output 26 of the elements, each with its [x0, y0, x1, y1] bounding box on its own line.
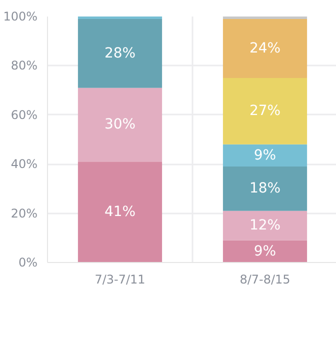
bar — [78, 162, 162, 262]
bar — [222, 166, 308, 211]
data-label: 41% — [104, 204, 136, 220]
y-tick-label: 0% — [18, 256, 38, 270]
bar — [222, 144, 308, 167]
bar — [222, 78, 308, 144]
data-label: 24% — [249, 40, 281, 56]
y-tick-label: 20% — [10, 206, 38, 220]
bar — [222, 18, 308, 78]
data-label: 9% — [254, 147, 276, 164]
data-label: 9% — [254, 243, 276, 260]
data-label: 28% — [104, 45, 136, 62]
bar — [78, 88, 162, 162]
y-tick-label: 60% — [10, 108, 38, 122]
bar — [222, 240, 308, 262]
y-tick-label: 40% — [10, 157, 38, 172]
x-tick-label: 8/7-8/15 — [240, 272, 290, 286]
y-tick-label: 100% — [3, 10, 38, 24]
x-tick-label: 7/3-7/11 — [94, 272, 146, 286]
y-tick-label: 80% — [10, 58, 38, 73]
data-label: 30% — [104, 116, 136, 133]
data-label: 18% — [249, 180, 281, 197]
data-label: 12% — [249, 218, 281, 234]
bar — [78, 18, 162, 88]
bar — [222, 210, 308, 240]
data-label: 27% — [249, 103, 281, 120]
